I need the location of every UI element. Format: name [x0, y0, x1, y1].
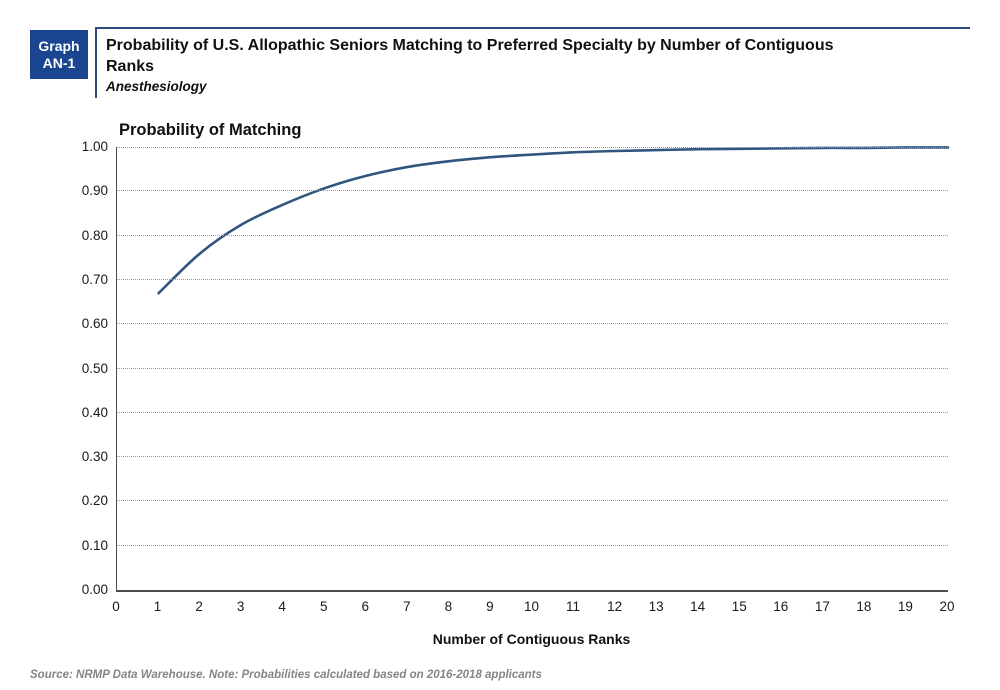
- x-tick-label: 14: [690, 599, 706, 614]
- y-tick-label: 1.00: [81, 139, 108, 154]
- y-tick-label: 0.40: [81, 404, 108, 420]
- x-tick-label: 3: [236, 599, 245, 614]
- gridline-0.50: [117, 367, 948, 369]
- gridline-0.80: [117, 234, 948, 236]
- x-tick-label: 7: [403, 599, 411, 614]
- y-tick-label: 0.10: [81, 537, 108, 553]
- probability-curve-path: [157, 146, 950, 295]
- x-tick-label: 13: [648, 599, 664, 614]
- x-tick-label: 2: [195, 599, 203, 614]
- x-tick-label: 12: [607, 599, 623, 614]
- y-tick-label: 0.30: [81, 449, 108, 465]
- x-tick-label: 18: [856, 599, 872, 614]
- y-tick-label: 0.70: [81, 271, 108, 287]
- page-title: Probability of U.S. Allopathic Seniors M…: [106, 37, 834, 75]
- chart-title: Probability of Matching: [119, 121, 302, 139]
- plot-area: [116, 146, 950, 592]
- x-tick-label: 0: [112, 599, 120, 614]
- x-tick-label: 1: [153, 599, 162, 614]
- x-tick-label: 5: [319, 599, 328, 614]
- x-tick-label: 16: [773, 599, 789, 614]
- x-tick-label: 10: [523, 599, 540, 614]
- y-tick-label: 0.20: [81, 493, 108, 509]
- source-note: Source: NRMP Data Warehouse. Note: Proba…: [30, 669, 542, 681]
- graph-badge: Graph AN-1: [30, 30, 88, 79]
- gridline-0.10: [117, 544, 948, 546]
- page-subtitle: Anesthesiology: [106, 79, 207, 94]
- graph-badge-line1: Graph: [38, 37, 80, 54]
- x-tick-label: 20: [939, 599, 955, 614]
- gridline-1.00: [117, 147, 948, 148]
- gridline-0.70: [117, 278, 948, 280]
- gridline-0.20: [117, 500, 948, 502]
- y-tick-label: 0.90: [81, 183, 108, 199]
- gridline-0.30: [117, 456, 948, 458]
- x-tick-label: 19: [897, 599, 913, 614]
- gridline-0.90: [117, 190, 948, 192]
- x-tick-label: 9: [486, 599, 494, 614]
- gridline-0.60: [117, 323, 948, 325]
- x-axis-title: Number of Contiguous Ranks: [432, 631, 631, 647]
- y-tick-label: 0.50: [81, 360, 108, 376]
- x-tick-label: 4: [278, 599, 286, 614]
- gridline-0.40: [117, 411, 948, 413]
- title-block: Probability of U.S. Allopathic Seniors M…: [95, 27, 970, 98]
- x-tick-label: 11: [566, 599, 581, 614]
- probability-curve: [157, 146, 950, 295]
- x-tick-label: 8: [444, 599, 453, 614]
- y-tick-label: 0.00: [81, 582, 108, 597]
- y-tick-label: 0.80: [81, 227, 108, 243]
- graph-badge-line2: AN-1: [42, 54, 76, 71]
- y-tick-label: 0.60: [81, 316, 108, 332]
- x-tick-label: 6: [361, 599, 370, 614]
- x-tick-label: 17: [814, 599, 830, 614]
- x-tick-label: 15: [731, 599, 747, 614]
